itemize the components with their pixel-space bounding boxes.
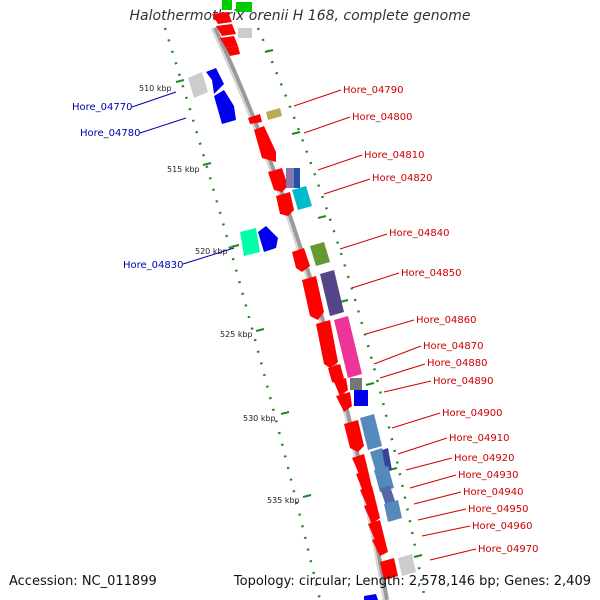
gene-label[interactable]: Hore_04800 bbox=[352, 112, 413, 123]
top-genes bbox=[212, 0, 252, 56]
scale-label: 520 kbp bbox=[195, 247, 228, 256]
gene-hore-04960[interactable] bbox=[368, 520, 384, 542]
gene-hore-04820[interactable] bbox=[276, 186, 312, 216]
gene-hore-04870[interactable] bbox=[328, 364, 344, 384]
gene-hore-04910[interactable] bbox=[352, 454, 368, 476]
gene-label[interactable]: Hore_04890 bbox=[433, 376, 494, 387]
gene-hore-04900[interactable] bbox=[344, 414, 382, 452]
gene-hore-04970[interactable] bbox=[372, 536, 416, 580]
gene-hore-04950[interactable] bbox=[364, 500, 402, 524]
scale-label: 510 kbp bbox=[139, 84, 172, 93]
gene-hore-04880[interactable] bbox=[334, 378, 362, 396]
left-label-leaders bbox=[131, 91, 235, 265]
gene-hore-04810[interactable] bbox=[268, 168, 300, 192]
gene-label[interactable]: Hore_04860 bbox=[416, 315, 477, 326]
gene-hore-04830[interactable] bbox=[240, 226, 278, 256]
scale-label: 530 kbp bbox=[243, 414, 276, 423]
gene-hore-04790[interactable] bbox=[248, 108, 282, 124]
accession-text: Accession: NC_011899 bbox=[9, 574, 157, 589]
gene-label[interactable]: Hore_04880 bbox=[427, 358, 488, 369]
gene-label[interactable]: Hore_04940 bbox=[463, 487, 524, 498]
gene-label[interactable]: Hore_04830 bbox=[123, 260, 184, 271]
gene-label[interactable]: Hore_04820 bbox=[372, 173, 433, 184]
gene-label[interactable]: Hore_04910 bbox=[449, 433, 510, 444]
gene-hore-04840[interactable] bbox=[292, 242, 330, 272]
map-title: Halothermothrix orenii H 168, complete g… bbox=[129, 8, 471, 24]
right-label-leaders bbox=[293, 89, 477, 561]
gene-label[interactable]: Hore_04920 bbox=[454, 453, 515, 464]
gene-hore-04920[interactable] bbox=[370, 448, 392, 472]
track-left-dotted bbox=[163, 27, 322, 600]
gene-label[interactable]: Hore_04900 bbox=[442, 408, 503, 419]
gene-label[interactable]: Hore_04960 bbox=[472, 521, 533, 532]
gene-label[interactable]: Hore_04810 bbox=[364, 150, 425, 161]
gene-label[interactable]: Hore_04930 bbox=[458, 470, 519, 481]
gene-label[interactable]: Hore_04870 bbox=[423, 341, 484, 352]
gene-hore-04770[interactable] bbox=[188, 68, 224, 98]
gene-hore-04940[interactable] bbox=[360, 486, 396, 508]
gene-hore-04860[interactable] bbox=[316, 316, 362, 378]
gene-hore-04780[interactable] bbox=[214, 90, 236, 124]
scale-label: 515 kbp bbox=[167, 165, 200, 174]
scale-label: 525 kbp bbox=[220, 330, 253, 339]
gene-hore-04850[interactable] bbox=[302, 270, 344, 320]
gene-label[interactable]: Hore_04850 bbox=[401, 268, 462, 279]
topology-text: Topology: circular; Length: 2,578,146 bp… bbox=[233, 574, 591, 589]
gene-label[interactable]: Hore_04840 bbox=[389, 228, 450, 239]
gene-label[interactable]: Hore_04780 bbox=[80, 128, 141, 139]
gene-label[interactable]: Hore_04950 bbox=[468, 504, 529, 515]
gene-label[interactable]: Hore_04970 bbox=[478, 544, 539, 555]
gene-label[interactable]: Hore_04790 bbox=[343, 85, 404, 96]
scale-label: 535 kbp bbox=[267, 496, 300, 505]
gene-hore-04800[interactable] bbox=[254, 126, 276, 162]
gene-hore-04890[interactable] bbox=[336, 390, 368, 412]
gene-label[interactable]: Hore_04770 bbox=[72, 102, 133, 113]
